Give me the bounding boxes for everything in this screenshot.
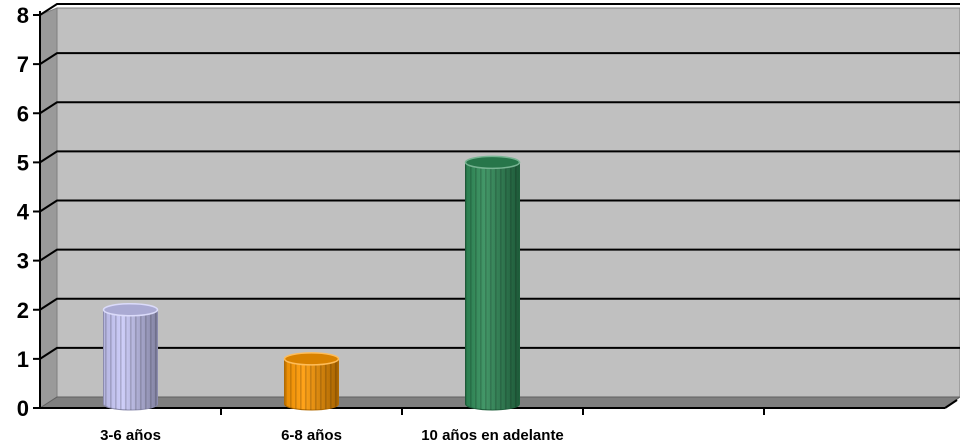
gridline	[39, 248, 960, 262]
gridline	[39, 101, 960, 115]
x-axis-depth-edge	[944, 399, 958, 409]
y-tick-label: 3	[17, 249, 29, 274]
y-tick-label: 2	[17, 298, 29, 323]
bar	[102, 303, 159, 411]
gridline	[39, 346, 960, 360]
bar	[283, 352, 340, 411]
y-tick-labels: 0 1 2 3 4 5 6 7 8	[17, 3, 30, 421]
y-tick-label: 1	[17, 347, 29, 372]
bar	[464, 155, 521, 411]
y-tick-label: 0	[17, 396, 29, 421]
gridline	[39, 3, 960, 16]
y-tick-label: 6	[17, 101, 29, 126]
plot-side-wall	[39, 7, 58, 409]
x-tick-label: 3-6 años	[100, 427, 161, 444]
x-tick-labels: 3-6 años 6-8 años 10 años en adelante	[100, 427, 564, 444]
x-tick-label: 6-8 años	[281, 427, 342, 444]
gridline	[39, 52, 960, 65]
gridline	[39, 199, 960, 213]
y-tick-label: 5	[17, 150, 29, 175]
x-tick-label: 10 años en adelante	[421, 427, 564, 444]
bars	[102, 155, 521, 411]
gridline	[39, 150, 960, 164]
y-tick-label: 4	[17, 200, 30, 225]
y-tick-label: 8	[17, 3, 29, 28]
y-tick-label: 7	[17, 52, 29, 77]
gridline	[39, 297, 960, 311]
gridlines	[39, 3, 960, 360]
